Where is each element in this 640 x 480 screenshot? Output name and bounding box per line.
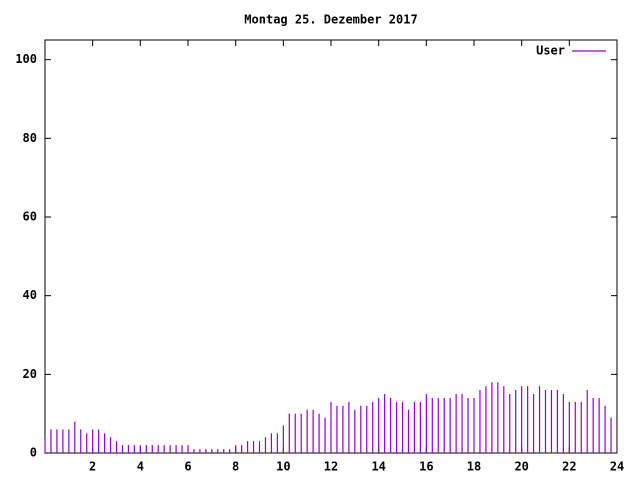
y-tick-label: 80: [23, 131, 37, 145]
y-tick-label: 60: [23, 210, 37, 224]
x-tick-label: 24: [610, 460, 624, 474]
y-tick-label: 0: [30, 446, 37, 460]
x-tick-label: 6: [184, 460, 191, 474]
x-tick-label: 4: [137, 460, 144, 474]
x-tick-label: 20: [514, 460, 528, 474]
y-tick-label: 100: [15, 52, 37, 66]
x-tick-label: 22: [562, 460, 576, 474]
x-tick-label: 16: [419, 460, 433, 474]
x-tick-label: 10: [276, 460, 290, 474]
x-tick-label: 18: [467, 460, 481, 474]
x-tick-label: 2: [89, 460, 96, 474]
x-tick-label: 14: [371, 460, 385, 474]
y-tick-label: 40: [23, 288, 37, 302]
x-tick-label: 12: [324, 460, 338, 474]
legend-label: User: [536, 44, 565, 58]
x-tick-label: 8: [232, 460, 239, 474]
y-tick-label: 20: [23, 367, 37, 381]
chart-title: Montag 25. Dezember 2017: [244, 13, 417, 27]
